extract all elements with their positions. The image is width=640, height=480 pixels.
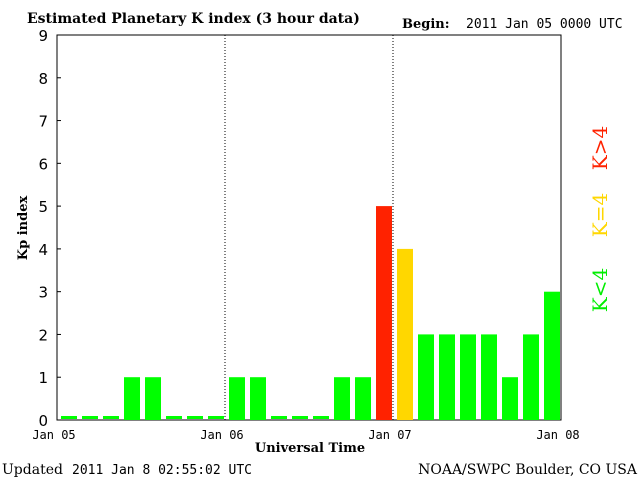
y-tick-label: 3 <box>38 284 48 302</box>
legend-low: K<4 <box>588 268 612 312</box>
updated-label: Updated <box>2 462 63 478</box>
kp-bar <box>418 334 434 420</box>
kp-bar <box>481 334 497 420</box>
y-axis-label: Kp index <box>16 196 31 261</box>
kp-bar <box>460 334 476 420</box>
legend-mid: K=4 <box>588 193 612 237</box>
bar-series <box>61 206 560 420</box>
y-tick-label: 0 <box>38 412 48 430</box>
kp-bar <box>229 377 245 420</box>
begin-value: 2011 Jan 05 0000 UTC <box>466 17 623 32</box>
kp-bar <box>502 377 518 420</box>
y-tick-label: 6 <box>38 155 48 173</box>
kp-bar <box>187 416 203 419</box>
x-axis-ticks: Jan 05 Jan 06 Jan 07 Jan 08 <box>32 428 579 442</box>
x-axis-label: Universal Time <box>255 441 365 456</box>
plot-frame <box>56 34 562 421</box>
kp-bar <box>292 416 308 419</box>
kp-bar <box>61 416 77 419</box>
y-tick-label: 2 <box>38 326 48 344</box>
kp-bar <box>82 416 98 419</box>
kp-bar <box>103 416 119 419</box>
source-credit: NOAA/SWPC Boulder, CO USA <box>418 462 638 478</box>
y-tick-label: 7 <box>38 113 48 131</box>
kp-bar <box>334 377 350 420</box>
kp-bar <box>313 416 329 419</box>
kp-bar <box>208 416 224 419</box>
x-tick-label: Jan 05 <box>32 428 75 442</box>
kp-bar <box>376 206 392 420</box>
kp-bar <box>250 377 266 420</box>
kp-bar <box>355 377 371 420</box>
kp-bar <box>124 377 140 420</box>
updated-value: 2011 Jan 8 02:55:02 UTC <box>72 463 252 478</box>
kp-bar <box>523 334 539 420</box>
y-tick-label: 8 <box>38 70 48 88</box>
kp-bar <box>439 334 455 420</box>
kp-bar <box>145 377 161 420</box>
chart-title: Estimated Planetary K index (3 hour data… <box>27 11 360 27</box>
kp-bar <box>271 416 287 419</box>
kp-bar <box>166 416 182 419</box>
y-tick-label: 4 <box>38 241 48 259</box>
kp-bar <box>397 248 413 420</box>
legend-high: K>4 <box>588 126 612 170</box>
x-tick-label: Jan 07 <box>368 428 411 442</box>
y-tick-label: 5 <box>38 198 48 216</box>
y-axis-ticks: 0 1 2 3 4 5 6 7 8 9 <box>38 27 61 430</box>
y-tick-label: 9 <box>38 27 48 45</box>
y-tick-label: 1 <box>38 369 48 387</box>
x-tick-label: Jan 06 <box>200 428 243 442</box>
kp-bar <box>544 291 560 420</box>
x-tick-label: Jan 08 <box>536 428 579 442</box>
begin-label: Begin: <box>402 17 450 32</box>
